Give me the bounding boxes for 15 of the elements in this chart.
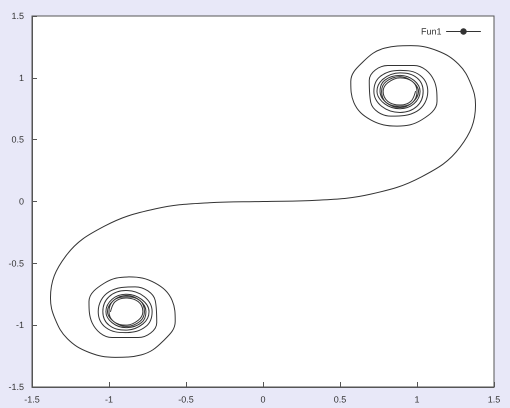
y-tick-label: -1 — [16, 320, 24, 330]
line-series — [50, 45, 476, 358]
legend-label: Fun1 — [420, 26, 442, 36]
x-tick-label: 0.5 — [334, 394, 346, 404]
y-tick-label: 0 — [18, 196, 24, 206]
x-tick-label: -1 — [104, 394, 114, 404]
y-tick-label: 1 — [18, 72, 24, 83]
y-tick-label: 0.5 — [11, 134, 24, 145]
y-tick-label: -1.5 — [8, 382, 24, 392]
x-tick-label: 1.5 — [488, 394, 500, 404]
x-tick-label: -0.5 — [178, 394, 194, 404]
y-tick-label: -0.5 — [8, 258, 24, 268]
x-tick-label: 1 — [414, 394, 420, 404]
y-tick-label: 1.5 — [11, 11, 24, 21]
x-tick-label: 0 — [260, 394, 266, 404]
